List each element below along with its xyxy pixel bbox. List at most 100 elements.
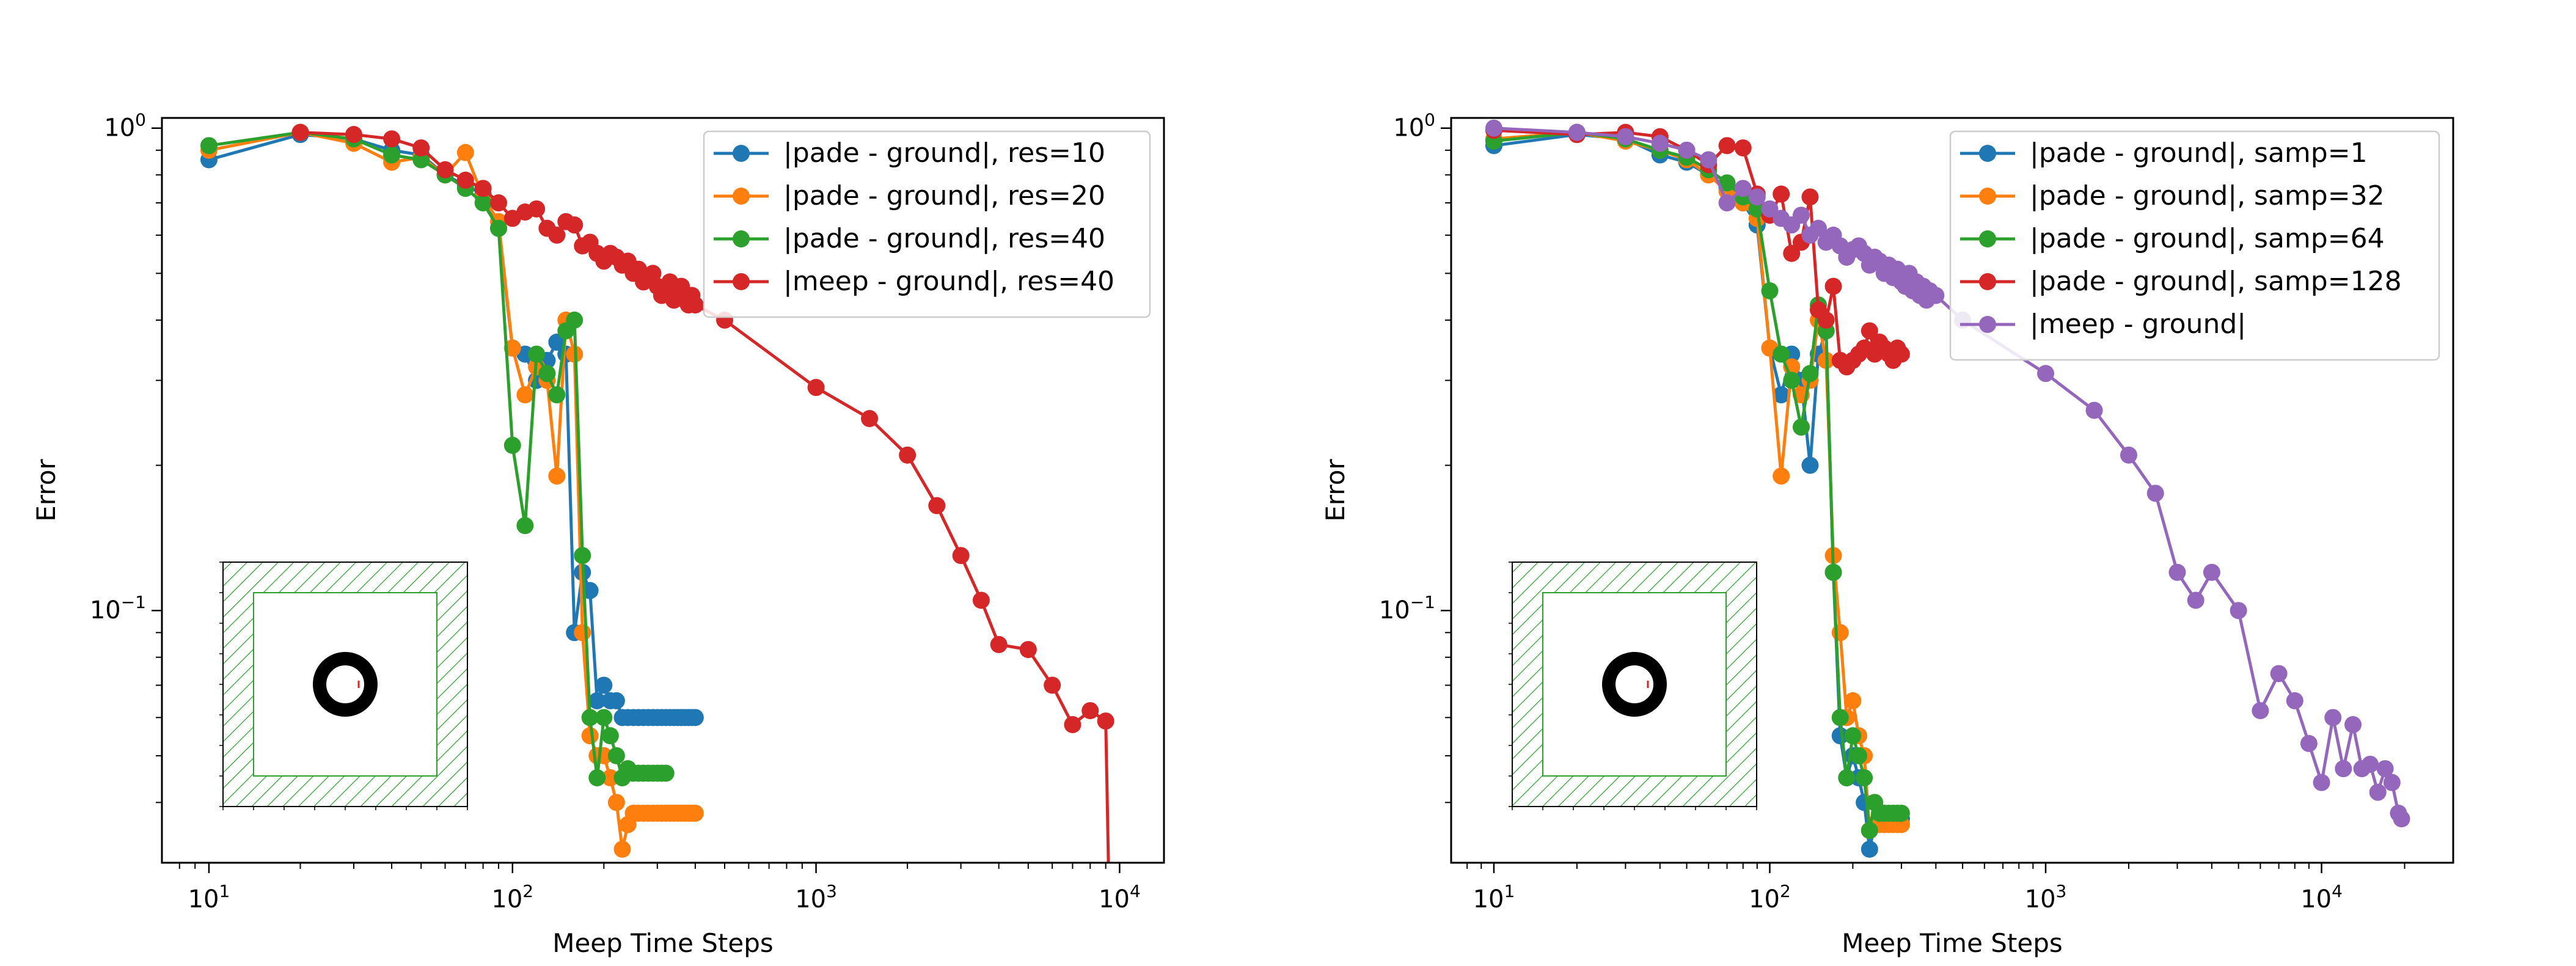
data-point <box>1783 244 1801 262</box>
data-point <box>1892 345 1910 363</box>
data-point <box>345 126 362 144</box>
data-point <box>1734 180 1752 197</box>
legend-label: |pade - ground|, samp=1 <box>2030 137 2368 169</box>
geometry-inset <box>1509 562 1757 810</box>
data-point <box>1792 207 1810 224</box>
legend-item: |meep - ground|, res=40 <box>714 266 1114 297</box>
data-point <box>1831 727 1849 745</box>
legend-marker <box>1979 316 1996 333</box>
y-tick-label: 100 <box>1393 110 1435 142</box>
data-point <box>516 517 534 535</box>
geometry-inset <box>219 562 468 810</box>
data-point <box>644 265 662 282</box>
legend-item: |pade - ground|, samp=1 <box>1960 137 2368 169</box>
data-point <box>2085 401 2103 419</box>
data-point <box>2203 563 2220 581</box>
data-point <box>607 692 625 709</box>
data-point <box>1081 702 1099 720</box>
data-point <box>566 311 584 329</box>
data-point <box>2376 760 2394 778</box>
data-point <box>2146 485 2164 502</box>
data-point <box>1678 141 1696 159</box>
data-point <box>1856 769 1873 786</box>
legend-marker <box>733 188 750 205</box>
data-point <box>1861 322 1878 340</box>
series-5 <box>1485 119 2410 828</box>
legend-item: |pade - ground|, res=10 <box>714 137 1105 169</box>
data-point <box>1838 769 1856 786</box>
data-point <box>383 146 401 164</box>
legend-box <box>1949 130 2440 361</box>
data-point <box>607 747 625 764</box>
minor-ticks <box>1445 149 2406 869</box>
data-point <box>657 764 675 782</box>
data-point <box>2335 760 2352 778</box>
data-point <box>503 339 521 357</box>
data-point <box>1831 624 1849 642</box>
data-point <box>1844 692 1862 709</box>
data-point <box>383 130 401 148</box>
data-point <box>456 171 474 189</box>
data-point <box>1824 563 1842 581</box>
data-point <box>2369 783 2387 801</box>
x-tick-label: 102 <box>1749 881 1791 913</box>
legend-label: |pade - ground|, res=40 <box>783 223 1105 254</box>
legend-marker <box>1979 188 1996 205</box>
y-axis-label: Error <box>1320 459 1350 522</box>
data-point <box>2270 665 2288 682</box>
data-point <box>2362 755 2379 773</box>
legend: |pade - ground|, samp=1 |pade - ground|, … <box>1949 130 2440 361</box>
legend-item: |pade - ground|, samp=32 <box>1960 180 2385 211</box>
data-point <box>1809 219 1827 237</box>
data-point <box>928 497 946 514</box>
data-point <box>574 624 591 642</box>
data-point <box>607 794 625 811</box>
data-point <box>686 804 704 822</box>
data-point <box>566 216 584 234</box>
x-tick-label: 104 <box>2300 881 2343 913</box>
data-point <box>1102 939 1119 956</box>
data-point <box>1761 200 1779 218</box>
data-point <box>686 296 704 314</box>
legend-item: |pade - ground|, samp=64 <box>1960 223 2385 254</box>
legend-box <box>703 130 1151 318</box>
data-point <box>474 180 492 197</box>
data-point <box>1773 345 1790 363</box>
data-point <box>2187 591 2205 609</box>
data-point <box>516 386 534 404</box>
data-point <box>952 547 970 565</box>
data-point <box>686 709 704 726</box>
data-point <box>1861 822 1878 840</box>
data-point <box>1718 174 1736 192</box>
data-point <box>2252 702 2269 720</box>
data-point <box>1718 137 1736 155</box>
data-point <box>490 219 508 237</box>
data-point <box>601 769 619 786</box>
data-point <box>1651 134 1669 152</box>
legend-label: |pade - ground|, samp=32 <box>2030 180 2385 211</box>
data-point <box>1801 188 1819 206</box>
ring-resonator <box>313 652 378 717</box>
series-4 <box>291 123 1119 956</box>
data-point <box>990 635 1008 653</box>
data-point <box>412 151 430 169</box>
data-point <box>2230 602 2247 620</box>
data-point <box>291 123 309 141</box>
data-point <box>595 709 613 726</box>
legend-marker <box>733 145 750 162</box>
legend-marker <box>1979 273 1996 290</box>
legend-label: |meep - ground|, res=40 <box>783 266 1114 297</box>
data-point <box>490 194 508 212</box>
data-point <box>601 727 619 745</box>
data-point <box>1773 467 1790 485</box>
data-point <box>2324 709 2342 726</box>
data-point <box>1927 287 1945 304</box>
data-point <box>548 386 566 404</box>
data-point <box>972 591 990 609</box>
legend-label: |pade - ground|, samp=64 <box>2030 223 2385 254</box>
legend-marker <box>733 230 750 247</box>
data-point <box>1761 282 1779 299</box>
data-point <box>1817 311 1835 329</box>
inner-domain <box>1542 592 1727 777</box>
x-axis-label: Meep Time Steps <box>1842 928 2063 958</box>
